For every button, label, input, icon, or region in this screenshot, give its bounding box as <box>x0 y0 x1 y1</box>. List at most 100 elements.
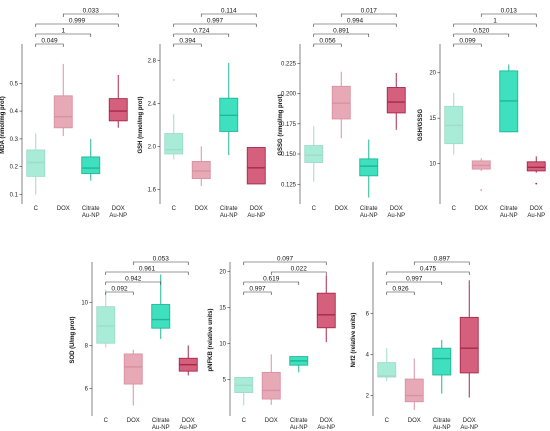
y-tick-label: 10 <box>429 162 436 168</box>
x-tick-label: DOX <box>265 418 278 424</box>
box-body <box>377 362 397 378</box>
comparison-bracket <box>270 271 327 275</box>
box-dox <box>53 63 73 137</box>
y-tick-label: 0.175 <box>281 122 297 128</box>
p-value-label: 0.049 <box>41 38 58 45</box>
y-tick-label: 20 <box>429 71 436 77</box>
y-tick-label: 15 <box>219 306 226 312</box>
y-tick-label: 0.4 <box>10 109 19 115</box>
y-tick-label: 8 <box>85 343 89 349</box>
box-dox-au-np <box>526 156 546 185</box>
box-body <box>316 292 336 329</box>
box-citrate-au-np <box>359 139 379 198</box>
box-body <box>191 160 211 180</box>
comparison-bracket <box>453 23 537 27</box>
y-tick-label: 4 <box>366 352 370 358</box>
box-dox-au-np <box>178 345 198 376</box>
box-body <box>459 316 479 374</box>
y-tick-label: 0.225 <box>281 61 297 67</box>
box-citrate-au-np <box>289 356 309 373</box>
y-tick-label: 0.125 <box>281 182 297 188</box>
p-value-label: 0.997 <box>406 276 423 283</box>
x-tick-label: C <box>385 418 390 424</box>
p-value-label: 0.891 <box>333 28 350 35</box>
x-tick-label: Au-NP <box>460 425 478 431</box>
box-c <box>377 348 397 382</box>
box-dox <box>404 358 424 410</box>
comparison-bracket <box>173 23 257 27</box>
x-tick-label: Citrate <box>82 206 100 212</box>
box-citrate-au-np <box>81 138 101 181</box>
p-value-label: 0.013 <box>501 8 518 15</box>
x-tick-label: DOX <box>250 206 263 212</box>
p-value-label: 0.997 <box>207 18 224 25</box>
box-citrate-au-np <box>151 274 171 339</box>
y-tick-label: 0.1 <box>10 192 19 198</box>
x-tick-label: Citrate <box>500 206 518 212</box>
p-value-label: 0.961 <box>139 266 156 273</box>
outlier-point <box>535 182 538 185</box>
box-c <box>164 79 184 160</box>
x-tick-label: DOX <box>408 418 421 424</box>
box-dox-au-np <box>108 75 128 128</box>
p-value-label: 0.053 <box>153 256 170 263</box>
y-tick-label: 0.200 <box>281 92 297 98</box>
y-axis-label: GSSG (nmol/mg prot) <box>278 94 284 155</box>
y-axis-label: pNFKB (relative units) <box>208 308 214 371</box>
x-tick-label: C <box>242 418 247 424</box>
x-tick-label: Au-NP <box>179 425 197 431</box>
p-value-label: 0.394 <box>179 38 196 45</box>
box-dox <box>191 146 211 187</box>
comparison-bracket <box>313 33 370 37</box>
comparison-bracket <box>386 291 415 295</box>
x-tick-label: DOX <box>57 206 70 212</box>
p-value-label: 0.033 <box>83 8 100 15</box>
box-body <box>123 353 143 385</box>
outlier-point <box>480 189 483 191</box>
y-axis-label: GSH/GSSG <box>418 109 424 141</box>
comparison-bracket <box>453 33 510 37</box>
chart-panel-1: 0.1 0.2 0.3 0.4 0.5 MDA (nmol/mg prot) C DOX Cit… <box>0 8 128 219</box>
box-body <box>96 306 116 344</box>
y-tick-label: 0.150 <box>281 152 297 158</box>
p-value-label: 0.114 <box>221 8 237 15</box>
box-citrate-au-np <box>432 340 452 394</box>
comparison-bracket <box>313 43 342 47</box>
box-dox <box>123 349 143 406</box>
p-value-label: 0.475 <box>420 266 437 273</box>
x-tick-label: DOX <box>390 206 403 212</box>
p-value-label: 1 <box>61 28 65 35</box>
box-body <box>164 133 184 155</box>
y-tick-label: 0.3 <box>10 137 19 143</box>
x-tick-label: C <box>312 206 317 212</box>
y-tick-label: 10 <box>81 300 88 306</box>
y-tick-label: 6 <box>366 311 370 317</box>
box-body <box>359 158 379 177</box>
p-value-label: 0.099 <box>459 38 476 45</box>
x-tick-label: Citrate <box>360 206 378 212</box>
comparison-bracket <box>35 23 119 27</box>
p-value-label: 1 <box>493 18 497 25</box>
y-tick-label: 20 <box>219 270 226 276</box>
x-tick-label: C <box>452 206 457 212</box>
x-tick-label: Citrate <box>152 418 170 424</box>
comparison-bracket <box>200 13 257 17</box>
box-body <box>304 145 324 163</box>
y-tick-label: 2.8 <box>148 59 157 65</box>
box-dox-au-np <box>386 72 406 130</box>
comparison-bracket <box>105 271 189 275</box>
p-value-label: 0.997 <box>249 286 266 293</box>
box-body <box>81 156 101 175</box>
x-tick-label: Au-NP <box>527 213 545 219</box>
p-value-label: 0.999 <box>69 18 86 25</box>
box-c <box>444 92 464 155</box>
box-body <box>108 98 128 122</box>
comparison-bracket <box>313 23 397 27</box>
y-tick-label: 15 <box>429 116 436 122</box>
box-c <box>26 133 46 195</box>
y-axis-label: MDA (nmol/mg prot) <box>0 96 6 153</box>
box-body <box>261 371 281 400</box>
x-tick-label: Au-NP <box>387 213 405 219</box>
